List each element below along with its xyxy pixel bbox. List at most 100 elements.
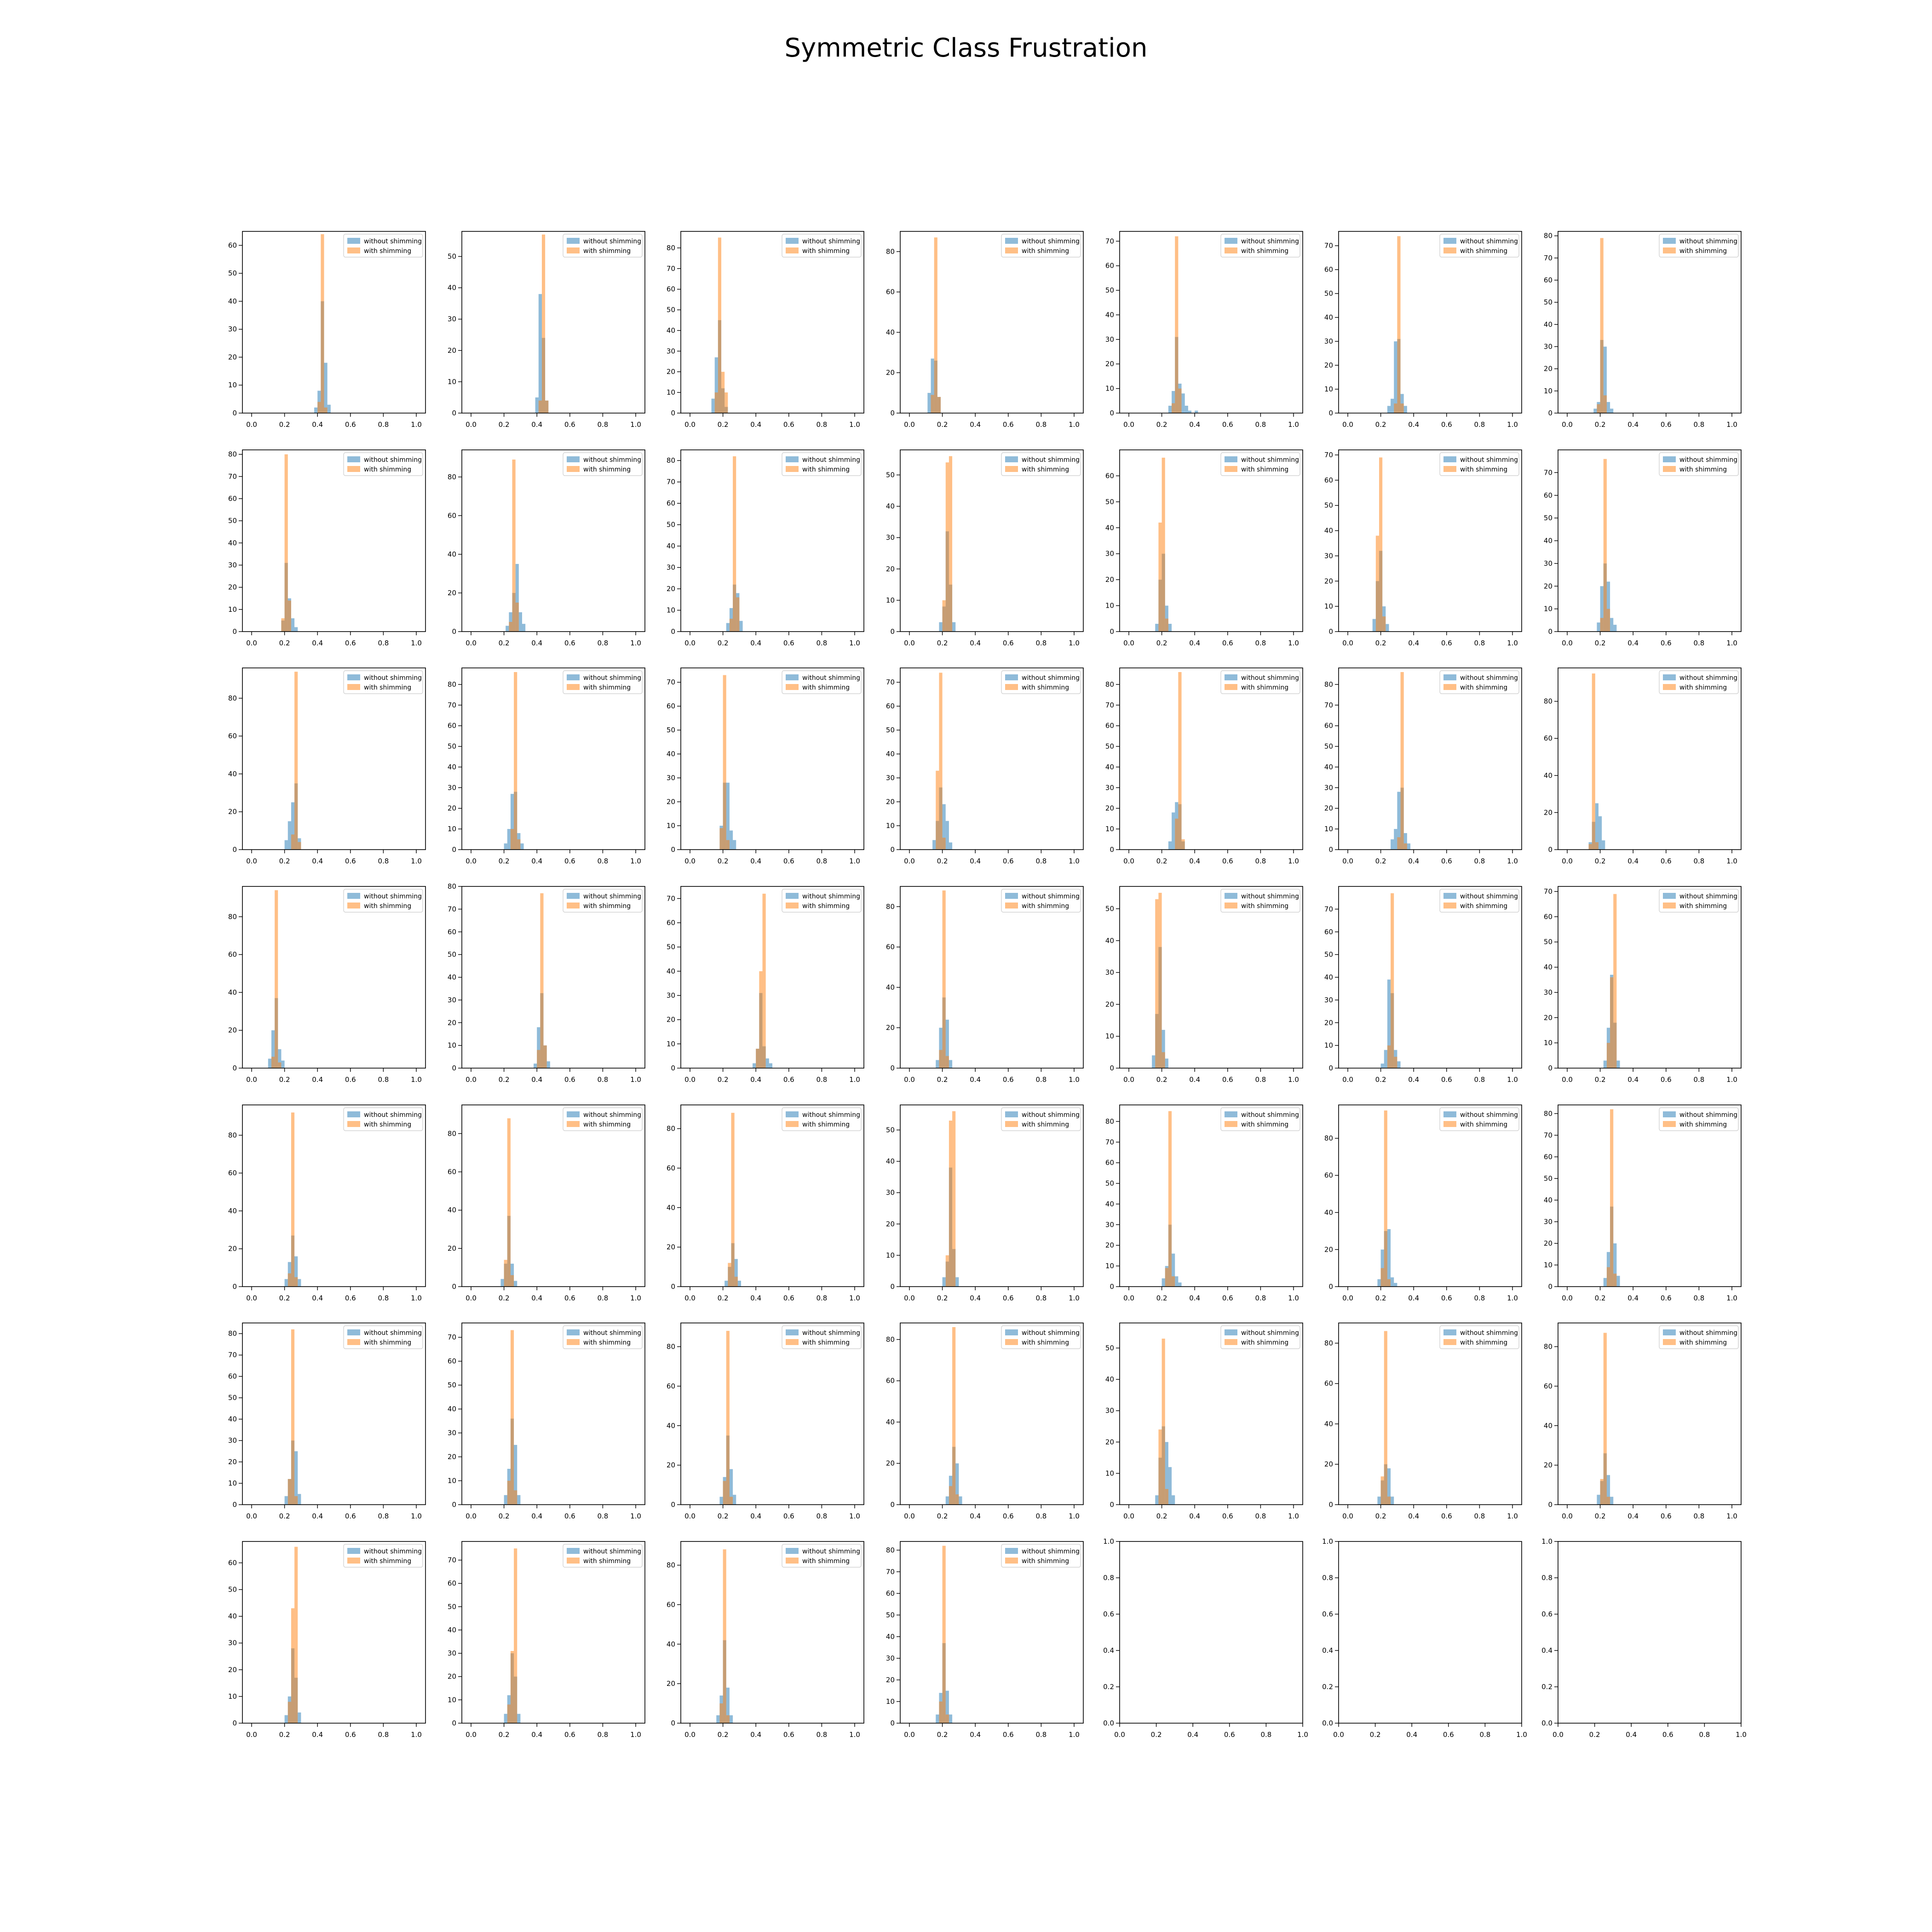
bar-without-5 — [1610, 618, 1614, 632]
bar-with-3 — [1613, 1273, 1617, 1287]
legend-swatch-with — [1225, 1339, 1237, 1345]
legend-swatch-without — [347, 1329, 360, 1335]
bar-with-1 — [719, 828, 723, 850]
x-tick-label: 0.6 — [783, 1512, 794, 1520]
y-tick-label: 60 — [1544, 913, 1552, 921]
bar-without-2 — [1391, 398, 1394, 413]
bar-with-3 — [517, 839, 521, 850]
bar-without-6 — [1394, 1282, 1397, 1287]
y-tick-label: 80 — [228, 694, 237, 702]
y-tick-label: 0 — [232, 845, 237, 854]
x-tick-label: 0.0 — [904, 1731, 915, 1739]
y-tick-label: 40 — [886, 1633, 895, 1641]
x-tick-label: 0.6 — [1441, 1294, 1452, 1302]
y-tick-label: 30 — [448, 783, 456, 792]
bar-with-2 — [942, 890, 946, 1068]
legend-swatch-with — [1005, 684, 1018, 690]
legend-box — [1439, 1107, 1519, 1131]
x-tick-label: 0.6 — [783, 1294, 794, 1302]
y-tick-label: 80 — [886, 1546, 895, 1554]
subplot-35: 0.0 0.2 0.4 0.6 0.8 1.0 0 10 20 30 40 50 60 70 80 witho… — [1544, 1104, 1742, 1302]
subplot-44: 0.0 0.2 0.4 0.6 0.8 1.0 0 10 20 30 40 50 60 70 without… — [448, 1541, 645, 1739]
y-tick-label: 40 — [1105, 523, 1114, 532]
legend-label-with: with shimming — [583, 684, 631, 691]
legend: without shimming with shimming — [1439, 889, 1519, 913]
y-tick-label: 50 — [1324, 742, 1333, 751]
bar-without-5 — [1610, 1496, 1614, 1505]
x-tick-label: 0.0 — [1333, 1731, 1344, 1739]
subplot-21: 0.0 0.2 0.4 0.6 0.8 1.0 0 20 40 60 80 without shimm… — [1544, 667, 1742, 865]
y-tick-label: 50 — [1105, 742, 1114, 751]
x-tick-label: 0.2 — [1595, 1512, 1606, 1520]
bar-without-5 — [1606, 402, 1610, 413]
x-tick-label: 0.0 — [1123, 857, 1134, 865]
legend: without shimming with shimming — [782, 670, 862, 694]
x-tick-label: 0.8 — [378, 1731, 389, 1739]
legend-label-with: with shimming — [1679, 247, 1727, 255]
y-tick-label: 40 — [886, 1157, 895, 1166]
legend-box — [563, 1107, 643, 1131]
bar-without-1 — [942, 1277, 946, 1287]
axes-frame — [1338, 667, 1522, 850]
subplot-16: 0.0 0.2 0.4 0.6 0.8 1.0 0 10 20 30 40 50 60 70 80 witho… — [448, 667, 645, 865]
legend-label-without: without shimming — [802, 1329, 860, 1337]
y-tick-label: 20 — [667, 1243, 675, 1251]
legend-label-without: without shimming — [1241, 456, 1299, 464]
x-tick-label: 0.2 — [1156, 639, 1167, 647]
bar-with-3 — [514, 1490, 518, 1505]
y-tick-label: 80 — [1324, 680, 1333, 689]
x-tick-label: 0.6 — [1222, 420, 1233, 429]
legend-swatch-with — [347, 684, 360, 690]
y-tick-label: 0 — [890, 1282, 895, 1291]
x-tick-label: 0.8 — [378, 639, 389, 647]
y-tick-label: 30 — [228, 1437, 237, 1445]
y-tick-label: 20 — [228, 353, 237, 361]
bar-without-1 — [1387, 406, 1391, 413]
y-tick-label: 70 — [228, 472, 237, 481]
y-tick-label: 80 — [228, 913, 237, 921]
y-tick-label: 50 — [1544, 298, 1552, 306]
x-tick-label: 0.8 — [378, 420, 389, 429]
legend-label-with: with shimming — [364, 466, 411, 473]
y-tick-label: 0 — [232, 1064, 237, 1072]
bar-without-4 — [1603, 346, 1607, 413]
y-tick-label: 1.0 — [1541, 1537, 1552, 1546]
bar-without-6 — [1610, 408, 1614, 413]
x-tick-label: 0.4 — [1627, 1294, 1639, 1302]
legend-label-with: with shimming — [1460, 684, 1507, 691]
bar-without-4 — [1606, 581, 1610, 632]
y-tick-label: 80 — [1105, 1117, 1114, 1126]
bar-without-4 — [729, 1469, 733, 1505]
legend-label-with: with shimming — [364, 1339, 411, 1346]
y-tick-label: 0 — [890, 1719, 895, 1727]
legend-label-without: without shimming — [1022, 1111, 1080, 1119]
legend-label-without: without shimming — [1022, 893, 1080, 900]
legend-label-without: without shimming — [1460, 1111, 1518, 1119]
bar-with-2 — [1600, 238, 1604, 413]
x-tick-label: 0.0 — [1342, 420, 1353, 429]
legend-label-without: without shimming — [802, 238, 860, 245]
bar-with-2 — [759, 971, 763, 1068]
x-tick-label: 1.0 — [630, 857, 641, 865]
bar-without-4 — [1165, 1442, 1168, 1505]
y-tick-label: 70 — [886, 1568, 895, 1576]
y-tick-label: 10 — [448, 825, 456, 833]
y-tick-label: 10 — [228, 1479, 237, 1488]
bar-with-3 — [1178, 388, 1182, 413]
x-tick-label: 0.2 — [1375, 420, 1386, 429]
y-tick-label: 10 — [448, 1696, 456, 1704]
legend: without shimming with shimming — [1659, 452, 1739, 476]
y-tick-label: 30 — [1544, 559, 1552, 568]
axes-frame — [900, 886, 1084, 1069]
x-tick-label: 1.0 — [411, 420, 422, 429]
x-tick-label: 0.4 — [750, 857, 761, 865]
legend: without shimming with shimming — [1439, 1107, 1519, 1131]
bar-without-1 — [314, 407, 318, 413]
bar-without-5 — [327, 404, 331, 413]
x-tick-label: 0.2 — [1156, 1512, 1167, 1520]
legend-label-with: with shimming — [802, 684, 850, 691]
legend-label-with: with shimming — [802, 1339, 850, 1346]
x-tick-label: 0.6 — [1222, 1075, 1233, 1084]
axes-frame — [1558, 1541, 1742, 1724]
y-tick-label: 40 — [667, 1640, 675, 1648]
